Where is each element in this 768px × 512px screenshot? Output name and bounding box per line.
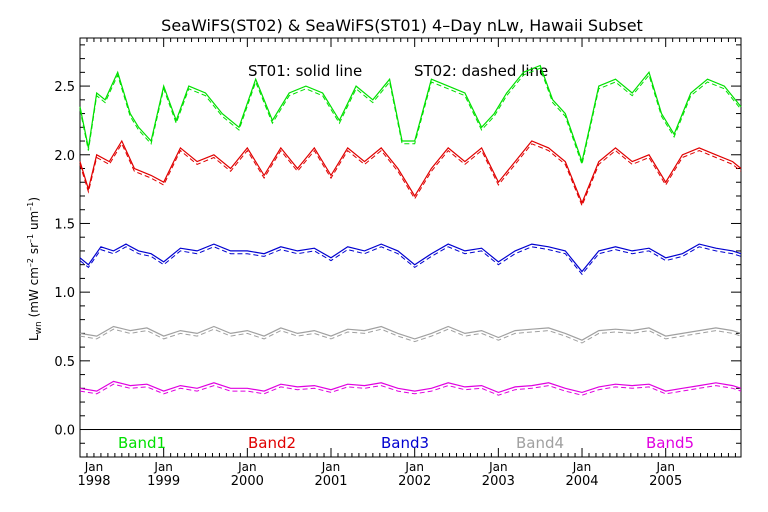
x-tick-month-label: Jan (488, 460, 508, 474)
plot-frame (79, 37, 742, 458)
y-tick-label: 1.0 (54, 286, 75, 301)
series-band2-st02-line (79, 142, 742, 207)
plot-annotations: ST01: solid line ST02: dashed line (248, 62, 548, 80)
x-tick-month-label: Jan (321, 460, 341, 474)
series-band1-st02-line (79, 67, 742, 167)
chart-title: SeaWiFS(ST02) & SeaWiFS(ST01) 4–Day nLw,… (161, 16, 643, 35)
x-axis: Jan1998Jan1999Jan2000Jan2001Jan2002Jan20… (77, 38, 736, 489)
legend-entry-band4: Band4 (516, 434, 564, 452)
legend-entry-band2: Band2 (248, 434, 296, 452)
series-band2-st01-line (79, 139, 742, 205)
legend-entry-band3: Band3 (381, 434, 429, 452)
series-band4-st02-line (79, 328, 742, 344)
x-tick-year-label: 2003 (482, 474, 515, 489)
band-legend: Band1 Band2 Band3 Band4 Band5 (118, 434, 694, 452)
series-band3-st01-line (79, 243, 742, 273)
x-tick-year-label: 2005 (649, 474, 682, 489)
x-tick-year-label: 1999 (147, 474, 180, 489)
x-tick-year-label: 2004 (565, 474, 598, 489)
x-tick-month-label: Jan (404, 460, 424, 474)
y-tick-label: 2.0 (54, 149, 75, 164)
annotation-solid-line: ST01: solid line (248, 62, 362, 80)
annotation-dashed-line: ST02: dashed line (414, 62, 548, 80)
legend-entry-band1: Band1 (118, 434, 166, 452)
y-tick-label: 0.0 (54, 424, 75, 439)
x-tick-year-label: 2002 (398, 474, 431, 489)
y-tick-label: 2.5 (54, 80, 75, 95)
series-lines (79, 64, 742, 396)
x-tick-year-label: 1998 (77, 474, 110, 489)
series-band4-st01-line (79, 325, 742, 341)
x-tick-year-label: 2001 (314, 474, 347, 489)
y-tick-label: 1.5 (54, 217, 75, 232)
y-axis: 0.0 0.5 1.0 1.5 2.0 2.5 (54, 44, 741, 444)
x-tick-year-label: 2000 (231, 474, 264, 489)
y-tick-label: 0.5 (54, 355, 75, 370)
x-tick-month-label: Jan (153, 460, 173, 474)
x-tick-month-label: Jan (237, 460, 257, 474)
series-band3-st02-line (79, 246, 742, 276)
legend-entry-band5: Band5 (646, 434, 694, 452)
y-axis-label: Lwn (mW cm–2 sr–1 um–1) (26, 197, 44, 341)
series-band1-st01-line (79, 64, 742, 164)
plot-border (79, 37, 742, 458)
x-tick-month-label: Jan (84, 460, 104, 474)
series-band5-st02-line (79, 383, 742, 396)
x-tick-month-label: Jan (572, 460, 592, 474)
series-band5-st01-line (79, 380, 742, 394)
x-tick-month-label: Jan (655, 460, 675, 474)
